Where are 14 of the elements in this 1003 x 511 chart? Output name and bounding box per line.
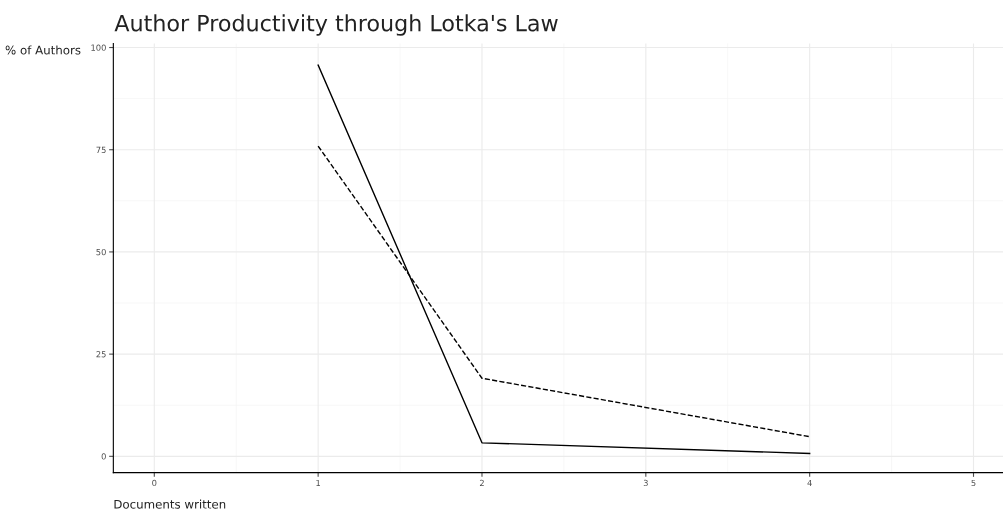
y-tick-label: 100 [91, 44, 106, 51]
x-axis-title: Documents written [114, 499, 226, 509]
y-tick-label: 50 [96, 248, 106, 256]
x-tick-label: 5 [971, 479, 976, 487]
x-tick-label: 2 [479, 479, 484, 486]
x-tick-label: 0 [152, 479, 157, 487]
chart-title: Author Productivity through Lotka's Law [114, 14, 558, 36]
x-tick-label: 3 [643, 479, 648, 487]
x-tick-label: 1 [316, 479, 321, 486]
y-tick-label: 25 [96, 351, 106, 358]
x-tick-label: 4 [807, 479, 812, 486]
y-tick-label: 75 [96, 146, 106, 154]
y-tick-label: 0 [101, 453, 106, 460]
y-axis-title: % of Authors [5, 45, 81, 55]
